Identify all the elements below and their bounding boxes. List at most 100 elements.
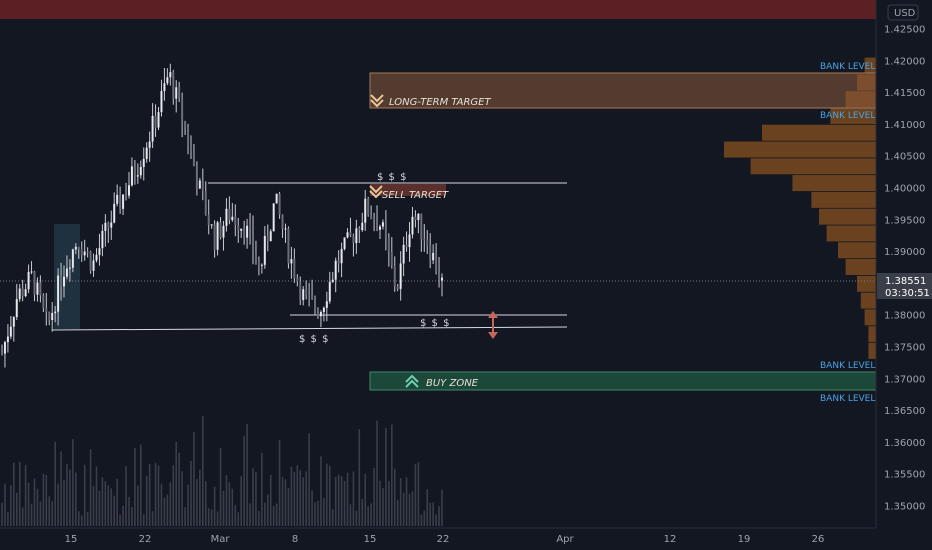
volume-bar <box>264 502 266 526</box>
time-axis-ticks: 15 22 Mar 8 15 22 Apr 12 19 26 <box>65 534 825 545</box>
bank-level-label: BANK LEVEL <box>820 394 875 404</box>
candle-body <box>86 251 89 253</box>
candle-body <box>319 312 322 317</box>
volume-bar <box>376 420 378 526</box>
candle-body <box>429 245 432 261</box>
volume-bar <box>75 472 77 526</box>
time-tick-label: 22 <box>139 534 152 545</box>
volume-bar <box>328 465 331 526</box>
long-term-target-zone[interactable] <box>369 72 877 109</box>
candle-body <box>272 203 275 232</box>
candle-body <box>376 220 379 230</box>
candle-body <box>175 87 178 99</box>
volume-bar <box>178 452 180 526</box>
candle-body <box>257 261 260 266</box>
candle-body <box>349 232 352 236</box>
volume-bar <box>193 431 195 526</box>
candle-body <box>142 158 145 167</box>
candle-body <box>116 194 119 204</box>
volume-profile-row <box>724 141 876 158</box>
price-tick-label: 1.38000 <box>884 311 925 322</box>
sell-target-label: SELL TARGET <box>382 190 449 201</box>
candle-body <box>275 193 278 204</box>
candle-body <box>328 281 331 302</box>
volume-bar <box>417 462 420 526</box>
candle-body <box>305 289 308 295</box>
candle-body <box>316 309 319 317</box>
volume-bar <box>337 474 340 526</box>
volume-bar <box>210 509 213 526</box>
price-candles <box>1 63 443 368</box>
candle-body <box>122 194 125 209</box>
volume-bar <box>122 505 124 526</box>
bank-level-label: BANK LEVEL <box>820 111 875 121</box>
candle-body <box>154 115 157 128</box>
volume-bar <box>104 481 107 526</box>
volume-bar <box>364 474 367 526</box>
volume-bar <box>405 477 408 526</box>
volume-bar <box>83 464 86 526</box>
time-tick-label: 15 <box>364 534 377 545</box>
candle-body <box>184 121 187 128</box>
candle-body <box>187 127 190 146</box>
volume-bar <box>110 488 113 526</box>
volume-bar <box>243 435 245 526</box>
candle-body <box>358 228 361 231</box>
candle-body <box>119 194 122 209</box>
volume-bar <box>80 515 83 526</box>
candle-body <box>414 216 417 221</box>
candle-body <box>378 226 381 230</box>
sell-target-zone[interactable] <box>370 184 446 196</box>
long-term-target-label: LONG-TERM TARGET <box>389 97 491 108</box>
time-axis[interactable] <box>0 528 876 550</box>
volume-profile-row <box>811 191 876 208</box>
candle-body <box>311 295 314 298</box>
candle-body <box>172 72 175 99</box>
volume-bar <box>42 473 45 526</box>
candle-body <box>89 251 92 271</box>
volume-bar <box>51 501 54 526</box>
current-price-tag[interactable] <box>877 273 932 299</box>
candle-body <box>408 234 411 248</box>
price-tick-label: 1.42500 <box>884 25 925 36</box>
volume-profile-row <box>860 292 876 309</box>
volume-bar <box>190 460 192 526</box>
time-tick-label: 8 <box>292 534 298 545</box>
candle-body <box>334 260 337 280</box>
volume-bar <box>296 465 299 526</box>
volume-bar <box>151 511 154 526</box>
volume-bar <box>305 471 307 526</box>
price-tick-label: 1.42000 <box>884 56 925 67</box>
volume-bar <box>27 482 30 526</box>
currency-button[interactable] <box>887 4 919 21</box>
volume-bar <box>89 449 92 526</box>
candle-body <box>263 235 266 265</box>
candle-body <box>322 307 325 313</box>
candle-body <box>12 317 15 327</box>
volume-bar <box>163 497 166 526</box>
candle-body <box>216 222 219 250</box>
volume-bar <box>13 462 15 526</box>
volume-bar <box>137 485 139 526</box>
volume-profile-row <box>826 225 876 242</box>
support-line-lower[interactable] <box>51 326 568 331</box>
candle-body <box>266 235 269 242</box>
volume-bar <box>166 494 169 526</box>
volume-bar <box>219 447 222 526</box>
volume-bar <box>148 463 151 526</box>
volume-bar <box>311 490 313 526</box>
volume-bar <box>169 482 172 526</box>
candle-body <box>45 307 48 312</box>
volume-bar <box>33 478 36 526</box>
chevron-down-double-icon <box>370 94 384 108</box>
candle-body <box>405 244 408 248</box>
candle-body <box>198 180 201 189</box>
candle-body <box>101 230 104 249</box>
candle-body <box>399 263 402 289</box>
candle-body <box>63 276 66 287</box>
candle-body <box>296 278 299 282</box>
volume-bar <box>202 415 204 526</box>
vertical-double-arrow-icon[interactable] <box>488 311 498 339</box>
price-tick-label: 1.39000 <box>884 247 925 258</box>
